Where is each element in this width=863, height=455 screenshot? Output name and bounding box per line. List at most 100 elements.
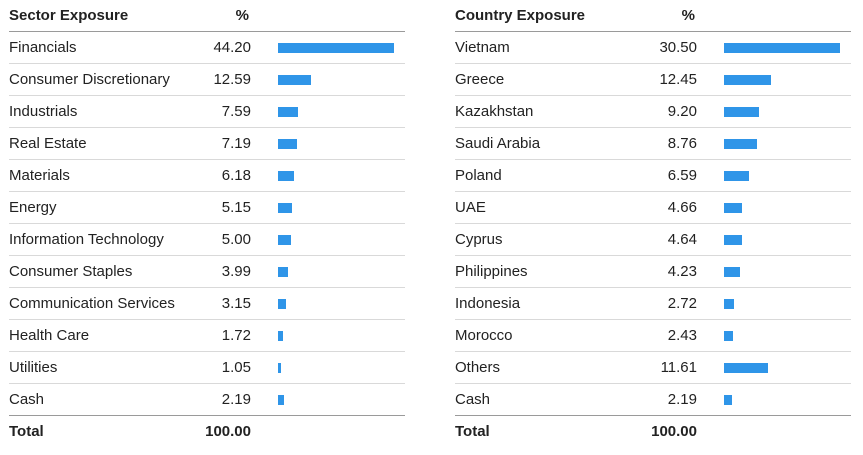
sector-bar-utilities — [278, 363, 281, 373]
country-label-poland: Poland — [455, 167, 502, 184]
country-value-poland: 6.59 — [667, 167, 697, 184]
country-row-philippines: Philippines 4.23 — [455, 256, 851, 288]
sector-header-title: Sector Exposure — [9, 7, 129, 24]
sector-row-health-care: Health Care 1.72 — [9, 320, 405, 352]
sector-total-label: Total — [9, 423, 44, 440]
sector-value-cash: 2.19 — [221, 391, 251, 408]
sector-row-materials: Materials 6.18 — [9, 160, 405, 192]
sector-label-real-estate: Real Estate — [9, 135, 87, 152]
sector-label-materials: Materials — [9, 167, 70, 184]
country-bar-morocco — [724, 331, 733, 341]
country-row-vietnam: Vietnam 30.50 — [455, 32, 851, 64]
sector-header-row: Sector Exposure% — [9, 0, 405, 32]
country-label-cyprus: Cyprus — [455, 231, 503, 248]
country-header-percent: % — [681, 7, 695, 24]
country-label-kazakhstan: Kazakhstan — [455, 103, 534, 120]
sector-label-health-care: Health Care — [9, 327, 90, 344]
country-value-saudi-arabia: 8.76 — [667, 135, 697, 152]
sector-bar-industrials — [278, 107, 298, 117]
country-row-kazakhstan: Kazakhstan 9.20 — [455, 96, 851, 128]
sector-value-real-estate: 7.19 — [221, 135, 251, 152]
country-label-uae: UAE — [455, 199, 486, 216]
country-row-uae: UAE 4.66 — [455, 192, 851, 224]
sector-bar-energy — [278, 203, 292, 213]
sector-bar-communication-services — [278, 299, 286, 309]
sector-label-financials: Financials — [9, 39, 77, 56]
country-bar-greece — [724, 75, 771, 85]
country-label-vietnam: Vietnam — [455, 39, 510, 56]
sector-value-communication-services: 3.15 — [221, 295, 251, 312]
country-bar-uae — [724, 203, 742, 213]
sector-total-value: 100.00 — [205, 423, 251, 440]
country-value-others: 11.61 — [660, 359, 697, 376]
country-exposure-table: Country Exposure% Vietnam 30.50 Greece 12.45… — [455, 0, 851, 447]
country-total-row: Total 100.00 — [455, 416, 851, 447]
sector-bar-consumer-discretionary — [278, 75, 311, 85]
sector-exposure-table: Sector Exposure% Financials 44.20 Consumer … — [9, 0, 405, 447]
country-label-others: Others — [455, 359, 501, 376]
country-bar-kazakhstan — [724, 107, 759, 117]
country-total-value: 100.00 — [651, 423, 697, 440]
sector-value-utilities: 1.05 — [221, 359, 251, 376]
sector-row-financials: Financials 44.20 — [9, 32, 405, 64]
sector-total-row: Total 100.00 — [9, 416, 405, 447]
sector-value-consumer-discretionary: 12.59 — [213, 71, 251, 88]
sector-label-consumer-discretionary: Consumer Discretionary — [9, 71, 170, 88]
country-header-row: Country Exposure% — [455, 0, 851, 32]
sector-row-consumer-staples: Consumer Staples 3.99 — [9, 256, 405, 288]
sector-row-information-technology: Information Technology 5.00 — [9, 224, 405, 256]
country-row-others: Others 11.61 — [455, 352, 851, 384]
sector-bar-consumer-staples — [278, 267, 288, 277]
sector-row-utilities: Utilities 1.05 — [9, 352, 405, 384]
sector-label-utilities: Utilities — [9, 359, 58, 376]
sector-value-materials: 6.18 — [221, 167, 251, 184]
country-label-greece: Greece — [455, 71, 505, 88]
country-row-poland: Poland 6.59 — [455, 160, 851, 192]
country-bar-cyprus — [724, 235, 742, 245]
country-bar-poland — [724, 171, 749, 181]
country-label-cash: Cash — [455, 391, 491, 408]
sector-row-communication-services: Communication Services 3.15 — [9, 288, 405, 320]
country-label-morocco: Morocco — [455, 327, 513, 344]
sector-bar-real-estate — [278, 139, 297, 149]
country-value-greece: 12.45 — [659, 71, 697, 88]
sector-label-communication-services: Communication Services — [9, 295, 175, 312]
country-value-cyprus: 4.64 — [667, 231, 697, 248]
sector-row-consumer-discretionary: Consumer Discretionary 12.59 — [9, 64, 405, 96]
country-row-cyprus: Cyprus 4.64 — [455, 224, 851, 256]
sector-label-information-technology: Information Technology — [9, 231, 164, 248]
country-row-indonesia: Indonesia 2.72 — [455, 288, 851, 320]
sector-row-cash: Cash 2.19 — [9, 384, 405, 416]
country-total-label: Total — [455, 423, 490, 440]
country-bar-saudi-arabia — [724, 139, 757, 149]
country-value-indonesia: 2.72 — [667, 295, 697, 312]
sector-value-financials: 44.20 — [213, 39, 251, 56]
sector-bar-financials — [278, 43, 394, 53]
sector-value-consumer-staples: 3.99 — [221, 263, 251, 280]
country-label-philippines: Philippines — [455, 263, 528, 280]
sector-label-industrials: Industrials — [9, 103, 78, 120]
sector-value-information-technology: 5.00 — [221, 231, 251, 248]
country-bar-indonesia — [724, 299, 734, 309]
country-row-saudi-arabia: Saudi Arabia 8.76 — [455, 128, 851, 160]
sector-label-energy: Energy — [9, 199, 57, 216]
country-bar-cash — [724, 395, 732, 405]
sector-bar-cash — [278, 395, 284, 405]
sector-label-cash: Cash — [9, 391, 45, 408]
country-value-cash: 2.19 — [667, 391, 697, 408]
country-row-cash: Cash 2.19 — [455, 384, 851, 416]
sector-value-health-care: 1.72 — [221, 327, 251, 344]
country-label-saudi-arabia: Saudi Arabia — [455, 135, 541, 152]
sector-row-energy: Energy 5.15 — [9, 192, 405, 224]
country-bar-others — [724, 363, 768, 373]
sector-row-industrials: Industrials 7.59 — [9, 96, 405, 128]
country-row-greece: Greece 12.45 — [455, 64, 851, 96]
country-bar-philippines — [724, 267, 740, 277]
country-value-morocco: 2.43 — [667, 327, 697, 344]
sector-bar-materials — [278, 171, 294, 181]
country-value-philippines: 4.23 — [667, 263, 697, 280]
sector-bar-information-technology — [278, 235, 291, 245]
sector-value-energy: 5.15 — [221, 199, 251, 216]
country-bar-vietnam — [724, 43, 840, 53]
sector-header-percent: % — [235, 7, 249, 24]
